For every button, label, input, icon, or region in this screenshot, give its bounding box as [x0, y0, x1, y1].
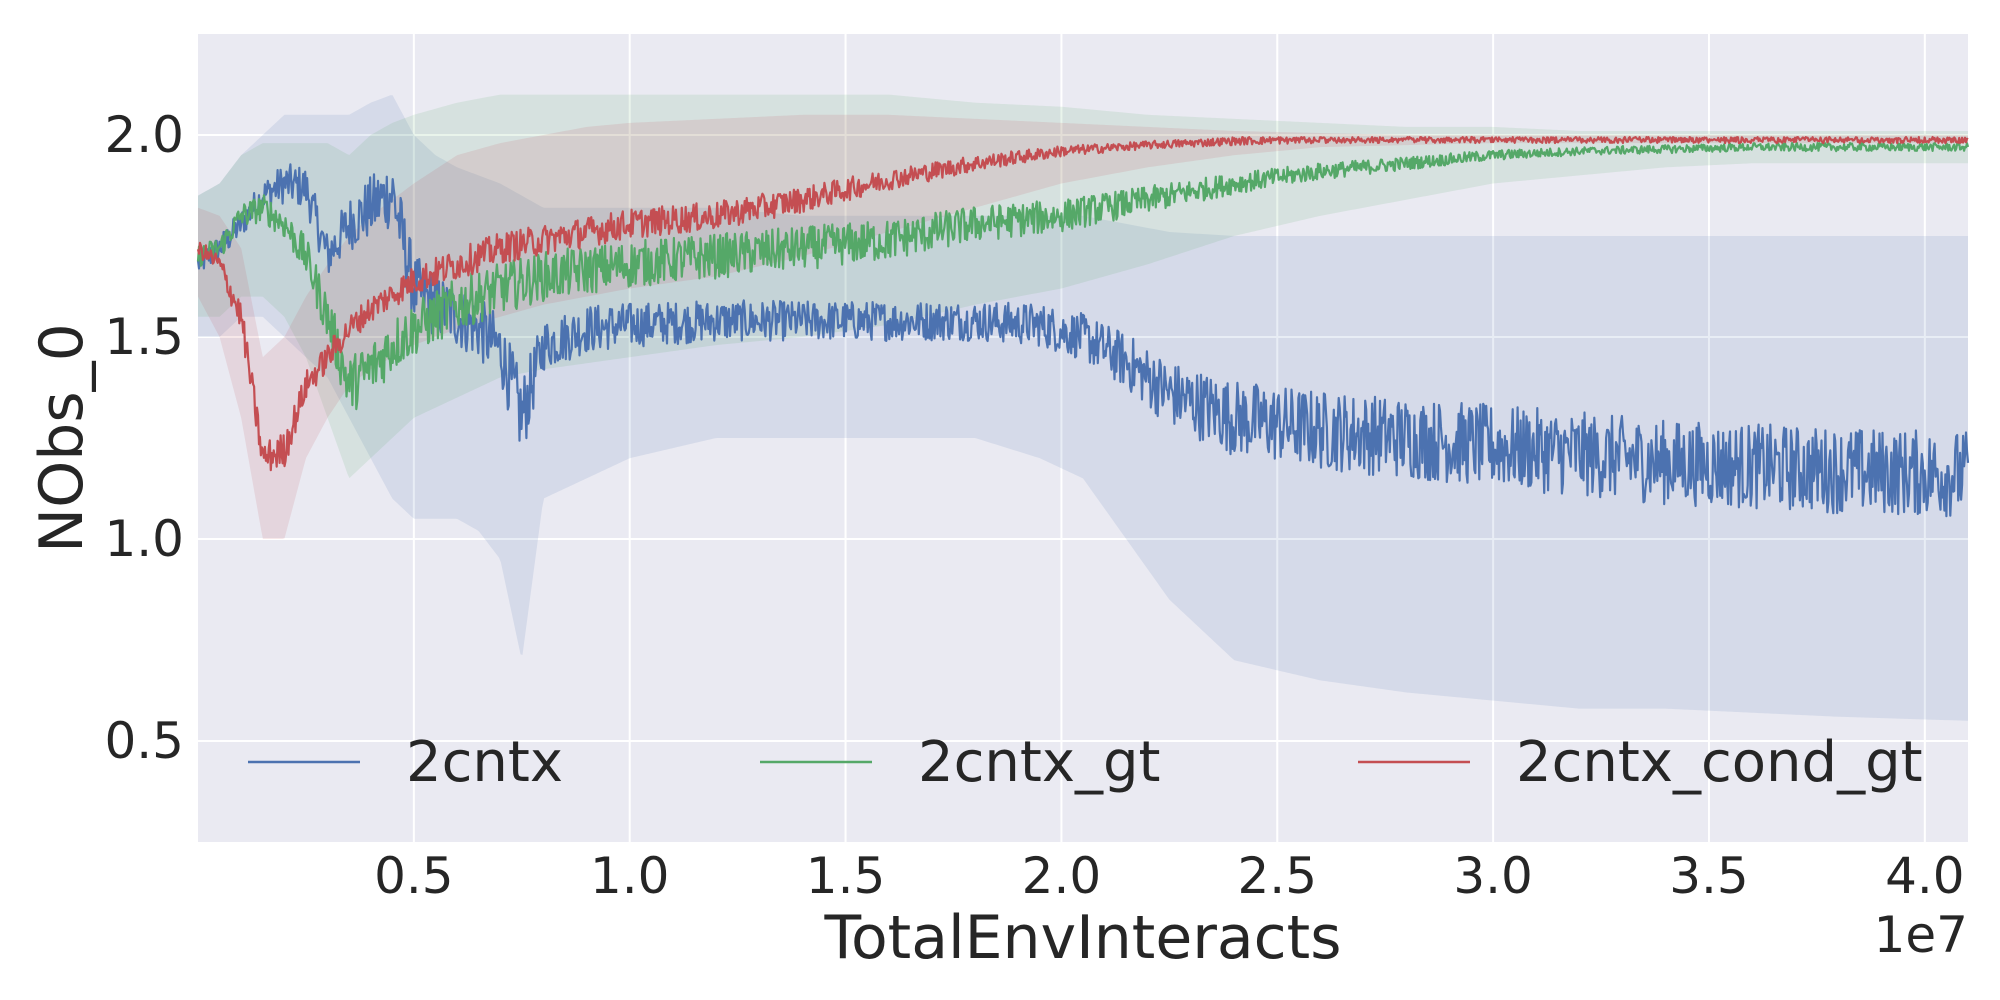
confidence-band — [198, 94, 1968, 479]
x-tick-label: 3.0 — [1453, 847, 1533, 905]
plot-area-background — [198, 34, 1968, 842]
y-tick-label: 1.5 — [104, 308, 184, 366]
x-tick-label: 3.5 — [1669, 847, 1749, 905]
legend: 2cntx 2cntx_gt 2cntx_cond_gt — [248, 730, 1923, 795]
y-tick-labels: 0.5 1.0 1.5 2.0 — [104, 106, 184, 770]
series-lines — [196, 135, 1970, 518]
legend-label: 2cntx_cond_gt — [1516, 730, 1923, 795]
confidence-band — [198, 114, 1968, 540]
series-line — [196, 163, 1970, 518]
legend-label: 2cntx_gt — [918, 730, 1161, 795]
series-line — [196, 142, 1970, 411]
y-tick-label: 0.5 — [104, 712, 184, 770]
x-tick-label: 2.0 — [1022, 847, 1102, 905]
x-tick-label: 4.0 — [1885, 847, 1965, 905]
series-line — [196, 135, 1969, 472]
x-tick-label: 2.5 — [1238, 847, 1318, 905]
y-axis-label: NObs_0 — [27, 323, 97, 553]
legend-label: 2cntx — [406, 730, 563, 795]
x-axis-label: TotalEnvInteracts — [824, 903, 1342, 973]
x-tick-labels: 0.5 1.0 1.5 2.0 2.5 3.0 3.5 4.0 — [374, 847, 1965, 905]
y-tick-label: 2.0 — [104, 106, 184, 164]
y-tick-label: 1.0 — [104, 510, 184, 568]
x-tick-label: 1.5 — [806, 847, 886, 905]
x-offset-label: 1e7 — [1874, 906, 1968, 964]
x-tick-label: 0.5 — [374, 847, 454, 905]
x-tick-label: 1.0 — [590, 847, 670, 905]
